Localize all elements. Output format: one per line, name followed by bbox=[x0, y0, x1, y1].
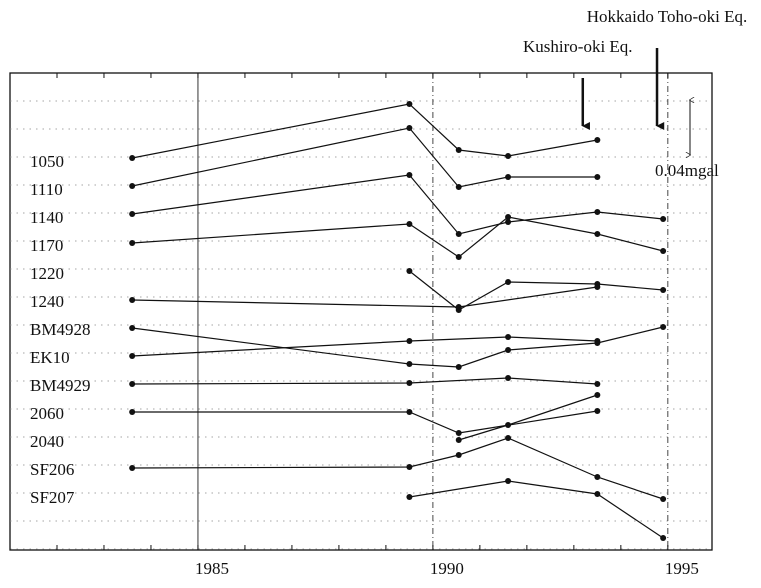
data-point bbox=[505, 435, 512, 441]
annotation-text: Kushiro-oki Eq. bbox=[523, 37, 633, 56]
data-point bbox=[594, 137, 601, 143]
series-label: 1050 bbox=[30, 152, 64, 171]
data-point bbox=[406, 221, 413, 227]
series-label: SF207 bbox=[30, 488, 75, 507]
data-point bbox=[505, 279, 512, 285]
data-point bbox=[455, 364, 462, 370]
data-point bbox=[129, 353, 136, 359]
series-line bbox=[132, 326, 664, 368]
series-line bbox=[132, 410, 598, 434]
data-point bbox=[129, 240, 136, 246]
data-point bbox=[129, 325, 136, 331]
data-point bbox=[660, 248, 667, 254]
series-line bbox=[132, 103, 598, 159]
data-point bbox=[660, 216, 667, 222]
data-point bbox=[129, 183, 136, 189]
data-point bbox=[406, 409, 413, 415]
series-line bbox=[132, 437, 664, 500]
data-point bbox=[594, 392, 601, 398]
plot-frame bbox=[9, 72, 713, 551]
data-point bbox=[594, 174, 601, 180]
data-point bbox=[455, 147, 462, 153]
data-point bbox=[129, 381, 136, 387]
data-point bbox=[505, 214, 512, 220]
data-point bbox=[505, 422, 512, 428]
data-point bbox=[455, 254, 462, 260]
series-label: 1240 bbox=[30, 292, 64, 311]
data-point bbox=[406, 494, 413, 500]
series-line bbox=[132, 127, 598, 188]
data-point bbox=[594, 284, 601, 290]
data-point bbox=[505, 219, 512, 225]
annotation-text: Hokkaido Toho-oki Eq. bbox=[587, 7, 747, 26]
data-point bbox=[129, 465, 136, 471]
data-point bbox=[505, 174, 512, 180]
series-label: 1170 bbox=[30, 236, 63, 255]
data-point bbox=[129, 211, 136, 217]
data-point bbox=[455, 430, 462, 436]
scale-bar-label: 0.04mgal bbox=[655, 161, 719, 180]
data-point bbox=[505, 153, 512, 159]
data-point bbox=[406, 125, 413, 131]
series-label: 1140 bbox=[30, 208, 63, 227]
data-point bbox=[406, 101, 413, 107]
data-point bbox=[505, 347, 512, 353]
data-point bbox=[594, 231, 601, 237]
data-point bbox=[455, 304, 462, 310]
series-line bbox=[132, 216, 664, 258]
series-label: 2060 bbox=[30, 404, 64, 423]
x-tick-label: 1985 bbox=[195, 559, 229, 578]
series-line bbox=[409, 270, 664, 311]
data-point bbox=[406, 380, 413, 386]
series-line bbox=[458, 394, 598, 441]
series-line bbox=[132, 336, 598, 357]
data-point bbox=[660, 287, 667, 293]
data-point bbox=[660, 324, 667, 330]
data-point bbox=[594, 209, 601, 215]
data-point bbox=[594, 381, 601, 387]
data-point bbox=[505, 375, 512, 381]
data-point bbox=[129, 155, 136, 161]
series-label: 1220 bbox=[30, 264, 64, 283]
data-point bbox=[505, 334, 512, 340]
series-line bbox=[409, 480, 664, 539]
series-label: BM4929 bbox=[30, 376, 90, 395]
x-tick-label: 1990 bbox=[430, 559, 464, 578]
series-label: 2040 bbox=[30, 432, 64, 451]
series-label: BM4928 bbox=[30, 320, 90, 339]
data-point bbox=[406, 338, 413, 344]
data-point bbox=[406, 268, 413, 274]
data-point bbox=[406, 361, 413, 367]
series-label: SF206 bbox=[30, 460, 74, 479]
data-point bbox=[455, 437, 462, 443]
data-point bbox=[406, 464, 413, 470]
data-point bbox=[594, 338, 601, 344]
data-point bbox=[406, 172, 413, 178]
data-point bbox=[660, 496, 667, 502]
data-point bbox=[455, 231, 462, 237]
data-point bbox=[594, 474, 601, 480]
data-point bbox=[505, 478, 512, 484]
series-line bbox=[132, 377, 598, 385]
data-point bbox=[455, 452, 462, 458]
data-point bbox=[129, 409, 136, 415]
data-point bbox=[594, 408, 601, 414]
data-point bbox=[660, 535, 667, 541]
series-label: EK10 bbox=[30, 348, 70, 367]
data-point bbox=[129, 297, 136, 303]
series-line bbox=[132, 286, 598, 308]
data-point bbox=[455, 184, 462, 190]
data-point bbox=[594, 491, 601, 497]
series-label: 1110 bbox=[30, 180, 63, 199]
series-line bbox=[132, 174, 664, 235]
x-tick-label: 1995 bbox=[665, 559, 699, 578]
